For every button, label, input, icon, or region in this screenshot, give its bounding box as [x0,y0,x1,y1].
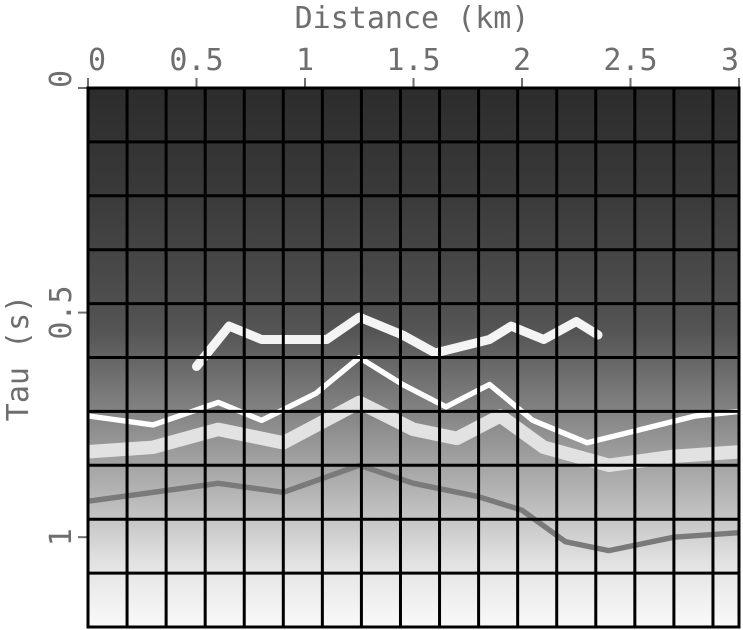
x-tick-label: 0.5 [169,43,223,78]
y-axis-ticks: 00.51 [44,70,88,546]
y-tick-label: 0 [44,70,79,88]
y-axis-title: Tau (s) [1,295,36,421]
x-axis-ticks: 0 0.5 1 1.5 2 2.5 3 [87,43,740,88]
plot-frame [86,86,741,629]
x-tick-label: 1.5 [386,43,440,78]
x-axis-title: Distance (km) [295,1,530,36]
reflector [192,312,603,371]
y-tick-label: 1 [44,528,79,546]
grid-layer [88,88,739,627]
reflector [88,462,739,554]
x-tick-label: 1 [296,43,314,78]
y-tick-label: 0.5 [44,285,79,339]
x-tick-label: 2.5 [603,43,657,78]
x-tick-label: 3 [721,43,739,78]
x-tick-label: 0 [88,43,106,78]
x-tick-label: 2 [513,43,531,78]
reflector [88,354,739,446]
